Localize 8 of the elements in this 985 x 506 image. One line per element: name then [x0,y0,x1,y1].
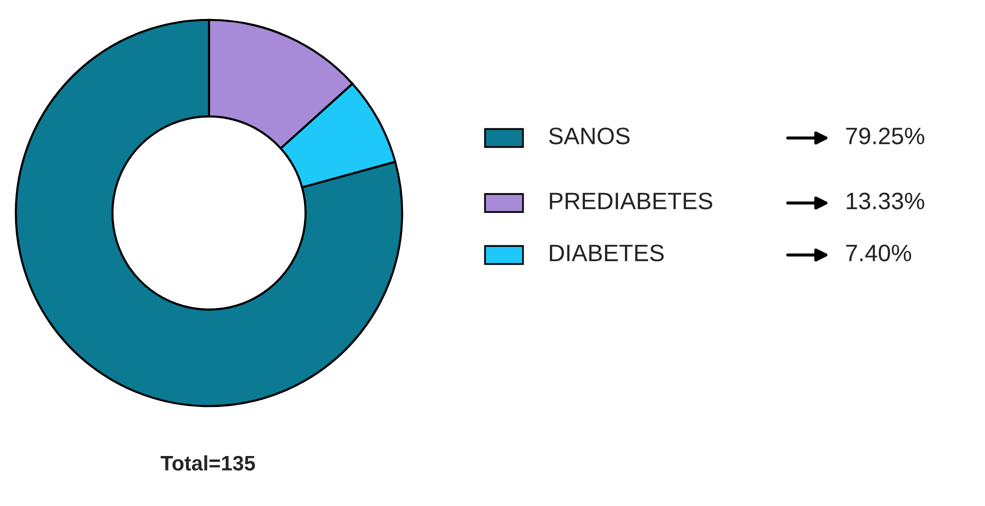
legend-label: PREDIABETES [550,192,712,210]
data-label: 79.25% [846,128,924,144]
legend-label: SANOS [549,128,630,144]
legend-label: DIABETES [550,244,664,262]
data-label: 7.40% [846,244,912,262]
donut-slice [14,18,404,408]
text: Total=135 [160,455,255,471]
data-label: 13.33% [846,192,924,210]
